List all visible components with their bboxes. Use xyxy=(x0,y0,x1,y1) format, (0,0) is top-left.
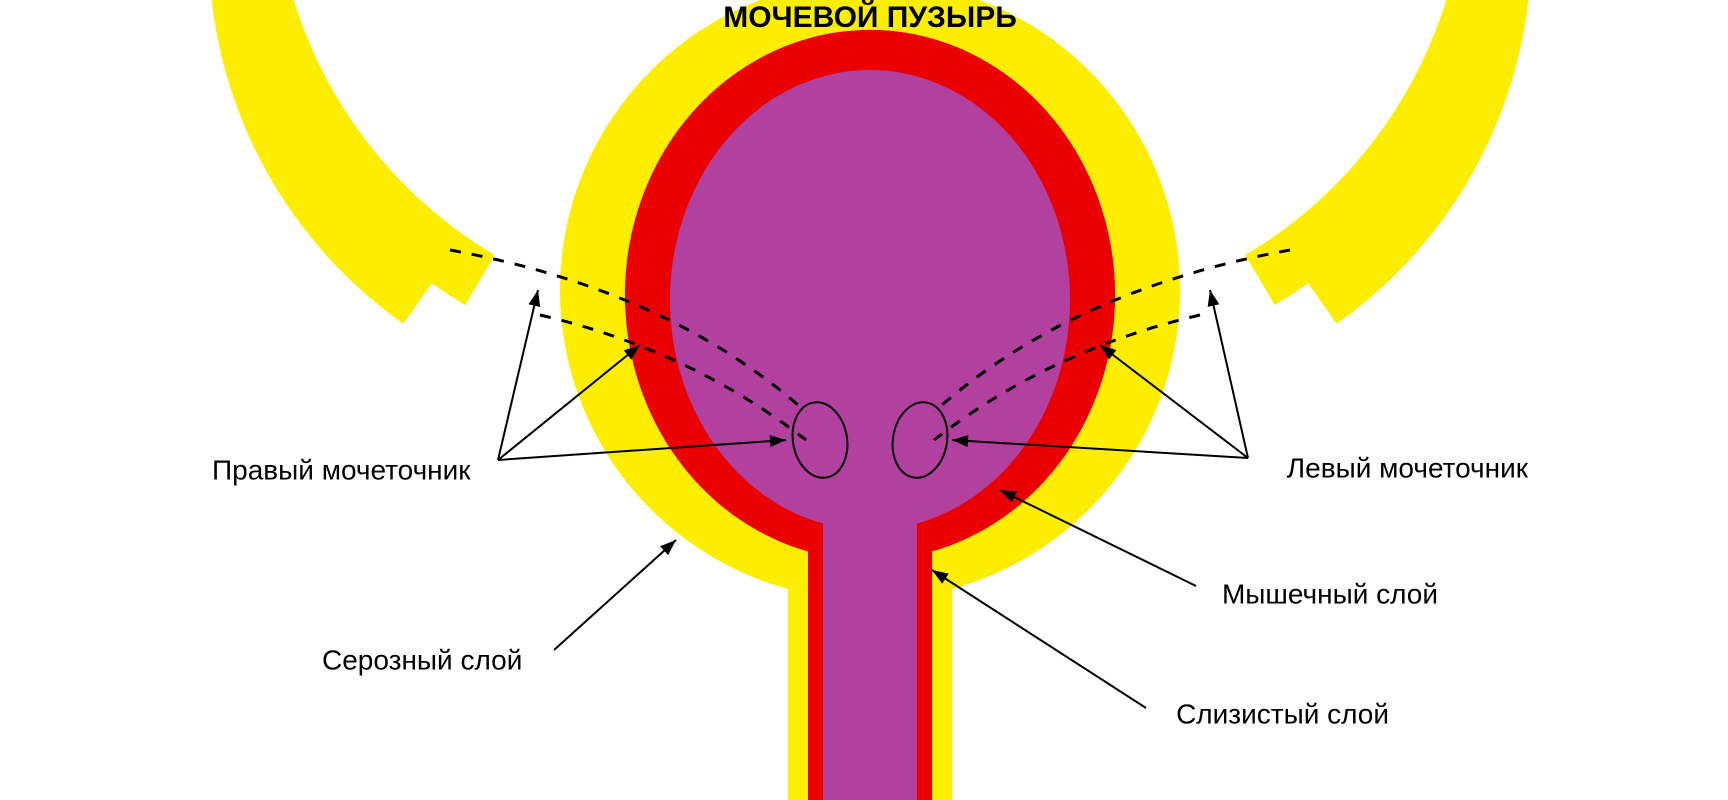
diagram-title: МОЧЕВОЙ ПУЗЫРЬ xyxy=(723,0,1017,34)
label-muscular-layer: Мышечный слой xyxy=(1222,578,1438,609)
label-left-ureter: Левый мочеточник xyxy=(1287,452,1529,483)
label-serous-layer: Серозный слой xyxy=(322,644,522,675)
label-right-ureter: Правый мочеточник xyxy=(212,454,471,485)
label-mucous-layer: Слизистый слой xyxy=(1176,698,1389,729)
